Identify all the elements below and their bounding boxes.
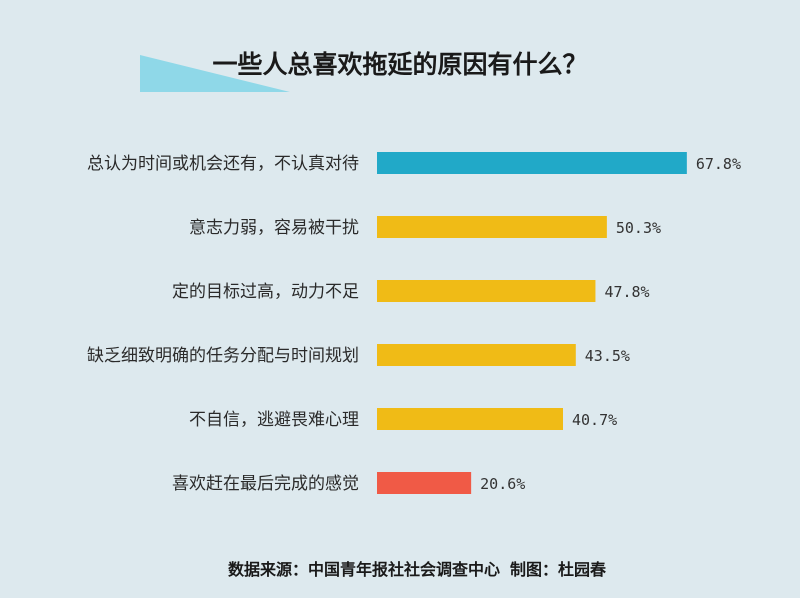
bar <box>377 216 607 238</box>
bar <box>377 472 472 494</box>
value-label: 40.7% <box>572 411 617 429</box>
category-label: 缺乏细致明确的任务分配与时间规划 <box>87 346 359 366</box>
value-label: 20.6% <box>480 475 525 493</box>
bar <box>377 152 687 174</box>
value-label: 50.3% <box>616 219 661 237</box>
footer-credit: 制图：杜园春 <box>510 560 607 579</box>
chart-title: 一些人总喜欢拖延的原因有什么？ <box>212 50 587 79</box>
bar <box>377 280 596 302</box>
bars-group: 总认为时间或机会还有，不认真对待 67.8% 意志力弱，容易被干扰 50.3% 定的目标… <box>87 152 741 494</box>
category-label: 总认为时间或机会还有，不认真对待 <box>87 154 359 174</box>
category-label: 不自信，逃避畏难心理 <box>189 410 359 430</box>
footer-source: 数据来源：中国青年报社社会调查中心 <box>228 560 500 579</box>
value-label: 67.8% <box>696 155 741 173</box>
title-accent-shape <box>140 55 290 92</box>
category-label: 定的目标过高，动力不足 <box>172 282 359 302</box>
bar <box>377 408 563 430</box>
bar <box>377 344 576 366</box>
category-label: 喜欢赶在最后完成的感觉 <box>172 474 359 494</box>
value-label: 47.8% <box>604 283 649 301</box>
value-label: 43.5% <box>585 347 630 365</box>
category-label: 意志力弱，容易被干扰 <box>189 218 359 238</box>
